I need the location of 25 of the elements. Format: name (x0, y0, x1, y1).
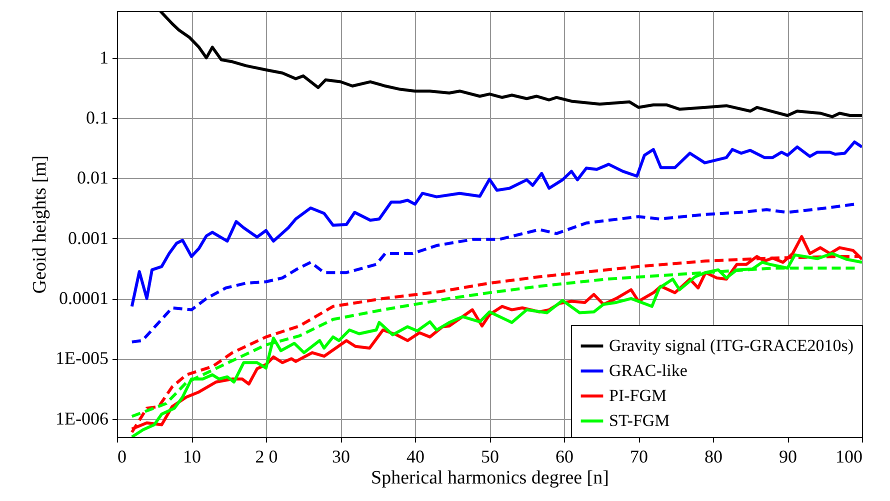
y-tick-label: 0.01 (77, 168, 108, 188)
y-tick-label: 1E-005 (56, 348, 108, 368)
x-tick-label: 60 (556, 446, 574, 466)
x-tick-label: 50 (481, 446, 499, 466)
y-tick-label: 1E-006 (56, 408, 108, 428)
x-tick-label: 0 (118, 446, 126, 466)
x-tick-label: 80 (704, 446, 722, 466)
legend-label: GRAC-like (609, 361, 688, 380)
y-tick-label: 0.0001 (59, 288, 108, 308)
x-tick-label: 100 (836, 446, 862, 466)
legend-label: ST-FGM (609, 411, 670, 430)
x-tick-label: 30 (332, 446, 350, 466)
y-tick-label: 1 (100, 47, 108, 68)
x-tick-label: 70 (630, 446, 648, 466)
legend-label: PI-FGM (609, 386, 667, 405)
x-axis-title: Spherical harmonics degree [n] (371, 468, 609, 488)
x-tick-label: 40 (406, 446, 424, 466)
line-series (130, 140, 862, 308)
y-axis-title: Geoid heights [m] (30, 155, 51, 294)
x-tick-label: 90 (779, 446, 797, 466)
y-tick-label: 0.1 (86, 108, 108, 128)
legend-label: Gravity signal (ITG-GRACE2010s) (609, 336, 854, 355)
y-tick-label: 0.001 (68, 228, 108, 248)
x-tick-label: 10 (183, 446, 201, 466)
x-tick-label: 2 0 (255, 446, 278, 466)
